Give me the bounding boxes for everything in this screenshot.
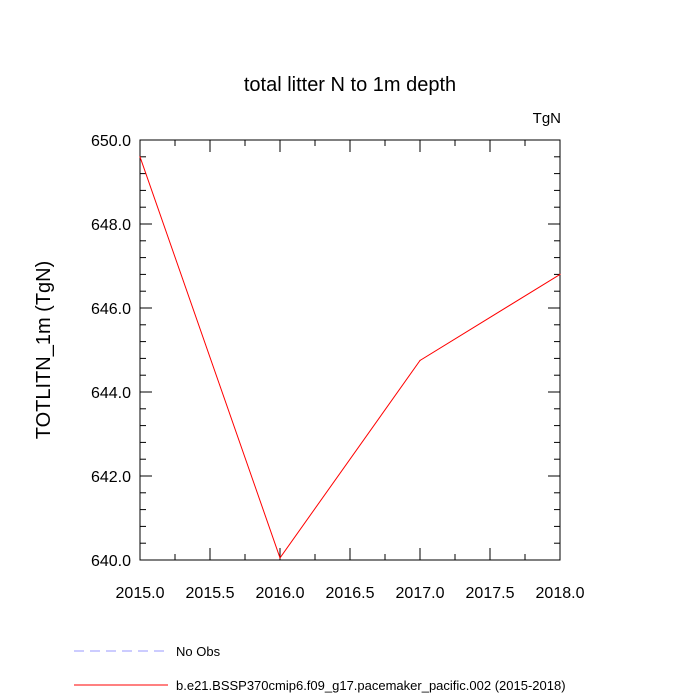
y-tick-label: 644.0	[91, 385, 131, 402]
plot-frame	[139, 139, 561, 561]
data-point	[139, 156, 141, 158]
data-point	[279, 557, 281, 559]
units-label: TgN	[533, 110, 561, 127]
x-tick-label: 2018.0	[536, 585, 585, 602]
series-layer	[139, 156, 561, 559]
data-point	[559, 273, 561, 275]
y-axis-label: TOTLITN_1m (TgN)	[33, 261, 55, 440]
ticks-layer: 2015.0 2015.5 2016.0 2016.5 2017.0 2017.5 2018…	[91, 133, 585, 602]
legend: No Obs b.e21.BSSP370cmip6.f09_g17.pacemak…	[74, 644, 566, 693]
x-tick-label: 2015.0	[116, 585, 165, 602]
x-tick-label: 2015.5	[186, 585, 235, 602]
y-tick-label: 642.0	[91, 469, 131, 486]
chart-title: total litter N to 1m depth	[244, 74, 456, 96]
x-tick-label: 2017.5	[466, 585, 515, 602]
x-tick-label: 2017.0	[396, 585, 445, 602]
y-tick-label: 640.0	[91, 553, 131, 570]
legend-label-1: b.e21.BSSP370cmip6.f09_g17.pacemaker_pac…	[176, 678, 566, 693]
x-tick-label: 2016.0	[256, 585, 305, 602]
x-tick-label: 2016.5	[326, 585, 375, 602]
series-line-0	[139, 156, 561, 559]
y-tick-label: 650.0	[91, 133, 131, 150]
y-tick-label: 646.0	[91, 301, 131, 318]
legend-label-0: No Obs	[176, 644, 221, 659]
y-tick-label: 648.0	[91, 217, 131, 234]
data-point	[419, 359, 421, 362]
